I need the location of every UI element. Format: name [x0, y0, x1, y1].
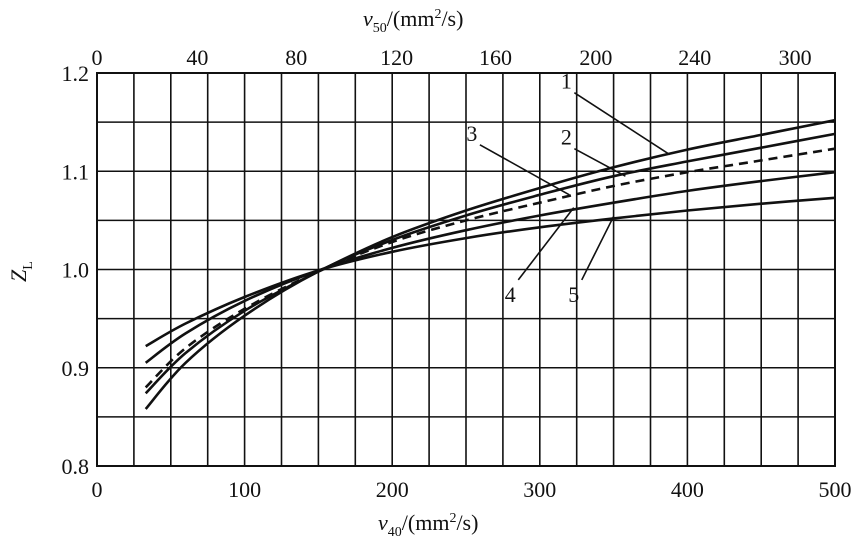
curve-label-2: 2: [561, 125, 572, 150]
curve-label-1: 1: [561, 69, 572, 94]
y-axis-title: ZL: [6, 261, 36, 282]
leader-line-3: [479, 144, 570, 196]
leader-line-5: [581, 216, 615, 281]
curve-1: [144, 118, 836, 395]
curve-3: [144, 147, 836, 389]
x-tick-label-bottom: 200: [376, 477, 409, 502]
leader-line-2: [573, 148, 626, 177]
y-tick-label: 1.0: [62, 258, 90, 283]
curve-label-5: 5: [568, 282, 579, 307]
leader-line-4: [517, 207, 575, 281]
x-axis-title-bottom: ν40/(mm2/s): [378, 510, 478, 540]
curve-5: [145, 196, 836, 348]
x-tick-label-bottom: 500: [819, 477, 852, 502]
x-tick-label-top: 240: [678, 45, 711, 70]
curve-label-3: 3: [466, 121, 477, 146]
x-tick-label-top: 120: [380, 45, 413, 70]
x-tick-label-top: 300: [779, 45, 812, 70]
curves: [144, 118, 836, 410]
curve-labels: 1 2 3 4 5: [466, 69, 579, 307]
curve-2: [144, 132, 836, 410]
x-tick-label-bottom: 300: [523, 477, 556, 502]
x-tick-label-bottom: 100: [228, 477, 261, 502]
x-tick-label-bottom: 400: [671, 477, 704, 502]
y-tick-label: 1.1: [62, 159, 90, 184]
x-axis-title-top: ν50/(mm2/s): [363, 6, 463, 36]
plot-frame: [96, 72, 836, 467]
y-tick-label: 1.2: [62, 61, 90, 86]
y-tick-label: 0.9: [62, 356, 90, 381]
curve-4: [144, 170, 836, 364]
x-tick-label-top: 80: [285, 45, 307, 70]
x-tick-label-bottom: 0: [92, 477, 103, 502]
y-tick-label: 0.8: [62, 454, 90, 479]
x-tick-label-top: 40: [186, 45, 208, 70]
leader-lines: [479, 92, 671, 281]
x-tick-label-top: 0: [92, 45, 103, 70]
leader-line-1: [573, 92, 671, 156]
x-tick-label-top: 200: [579, 45, 612, 70]
curve-label-4: 4: [505, 282, 516, 307]
x-tick-label-top: 160: [479, 45, 512, 70]
